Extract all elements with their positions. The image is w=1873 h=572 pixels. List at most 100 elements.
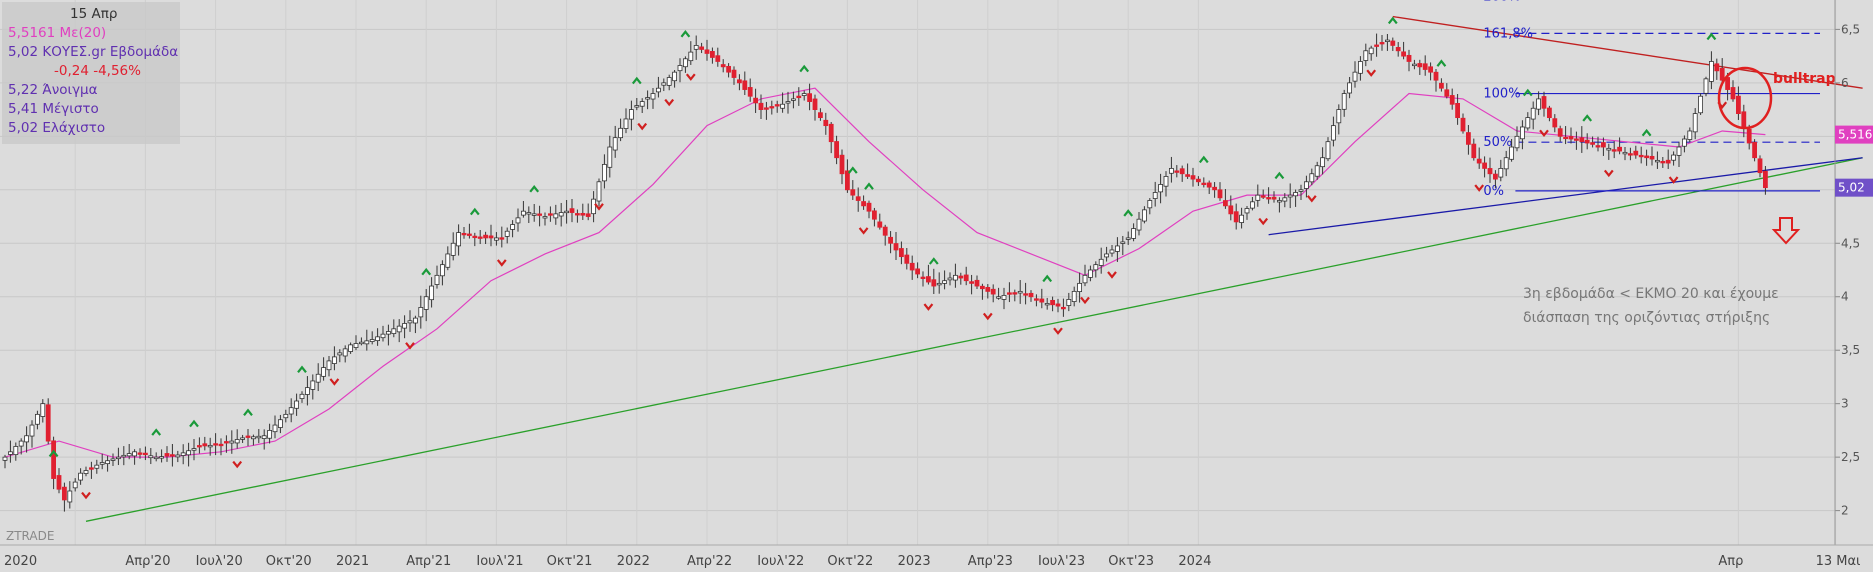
candle-body (1212, 186, 1217, 191)
trendlines (85, 15, 1863, 522)
candle-body (818, 112, 823, 119)
candle-body (1671, 154, 1676, 161)
candle-body (29, 424, 35, 437)
candle-body (299, 393, 305, 400)
candle-body (774, 104, 780, 107)
info-high: 5,41 Μέγιστο (8, 101, 99, 117)
candle-body (272, 424, 278, 433)
candle-body (1131, 228, 1136, 239)
info-change: -0,24 -4,56% (54, 63, 141, 79)
x-tick-label: Απρ'21 (406, 554, 451, 569)
candle-body (1536, 98, 1541, 110)
candle-body (726, 65, 731, 73)
fractal-down-marker (496, 259, 507, 267)
candle-body (1352, 71, 1358, 82)
candle-body (969, 281, 974, 284)
candle-body (1687, 130, 1693, 140)
candle-body (575, 213, 580, 216)
candle-body (861, 201, 866, 207)
fractal-down-marker (1539, 129, 1549, 138)
candle-body (1719, 68, 1725, 81)
candle-body (845, 170, 850, 191)
candle-body (1098, 258, 1104, 266)
trendline (85, 157, 1863, 522)
candle-body (35, 413, 40, 425)
info-date: 15 Απρ (70, 6, 118, 22)
candle-body (677, 65, 683, 72)
candle-body (40, 403, 46, 417)
candle-body (261, 435, 267, 439)
candle-body (207, 444, 213, 448)
candle-body (83, 470, 89, 474)
price-label-text: 5,02 (1838, 181, 1865, 195)
candle-body (872, 210, 877, 220)
candle-body (1422, 63, 1428, 70)
candle-body (548, 213, 553, 216)
x-tick-label: Ιουλ'23 (1038, 554, 1085, 569)
fractal-down-marker (1258, 217, 1269, 226)
candle-body (51, 440, 56, 479)
candle-body (1152, 192, 1158, 199)
candle-body (990, 288, 996, 295)
candle-body (715, 55, 721, 62)
candle-body (1120, 241, 1126, 244)
candle-body (596, 181, 602, 202)
candle-body (1763, 170, 1768, 189)
candle-body (634, 105, 640, 108)
candle-body (747, 87, 753, 97)
candle-body (169, 454, 175, 457)
candle-body (358, 341, 364, 345)
candle-body (893, 243, 899, 251)
fractal-up-marker (1641, 128, 1652, 137)
candle-body (980, 285, 985, 290)
candle-body (758, 102, 764, 110)
candle-body (904, 254, 910, 264)
candle-body (1190, 175, 1196, 180)
y-tick-label: 6,5 (1841, 22, 1860, 36)
candle-body (1282, 197, 1288, 202)
info-instrument: 5,02 ΚΟΥΕΣ.gr Εβδομάδα (8, 44, 179, 60)
candle-body (1703, 78, 1709, 94)
candle-body (1228, 205, 1234, 215)
candle-body (699, 46, 704, 50)
info-low: 5,02 Ελάχιστο (8, 120, 106, 136)
candle-body (396, 325, 402, 333)
candle-body (1714, 63, 1720, 72)
candle-body (564, 210, 569, 214)
candle-body (1590, 142, 1595, 145)
candle-body (1244, 208, 1250, 214)
candle-body (807, 93, 812, 102)
candle-body (1395, 47, 1401, 52)
candle-body (1109, 249, 1115, 254)
x-tick-label: Οκτ'20 (266, 554, 312, 569)
candle-body (1401, 51, 1406, 57)
candle-body (526, 212, 532, 215)
candle-body (963, 274, 969, 282)
candle-body (1509, 146, 1514, 160)
candle-body (1692, 113, 1698, 133)
candle-body (105, 460, 110, 465)
candle-body (1250, 201, 1255, 209)
candle-body (791, 98, 796, 101)
candle-body (1552, 118, 1558, 128)
y-tick-label: 2 (1841, 504, 1849, 518)
candle-body (1557, 128, 1563, 137)
fractal-up-marker (1582, 114, 1593, 122)
y-tick-label: 3,5 (1841, 343, 1860, 357)
candle-body (623, 118, 629, 129)
fib-level-label: 161,8% (1483, 26, 1533, 41)
candle-body (1449, 95, 1455, 105)
candle-body (731, 69, 737, 78)
fractal-down-marker (664, 98, 675, 107)
candle-body (693, 45, 699, 50)
candle-body (1406, 54, 1412, 62)
candle-body (1233, 211, 1239, 223)
candle-body (931, 279, 937, 287)
candle-body (639, 101, 645, 107)
candle-body (1223, 200, 1228, 207)
candle-body (337, 352, 343, 356)
candle-body (1142, 209, 1147, 222)
candle-body (521, 210, 526, 216)
